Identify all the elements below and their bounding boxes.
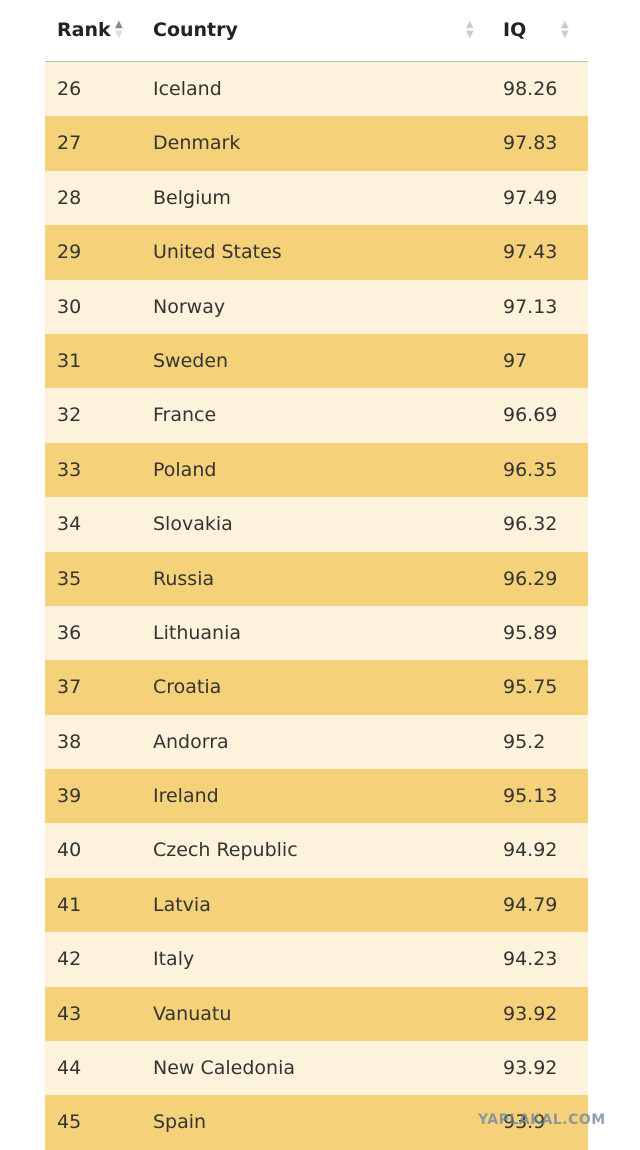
iq-cell: 93.92 [503, 1002, 558, 1025]
table-row: 43 Vanuatu 93.92 [45, 986, 588, 1042]
sort-icon[interactable]: ▲ ▼ [561, 19, 569, 40]
iq-cell: 93.92 [503, 1057, 558, 1080]
country-cell: France [153, 404, 217, 427]
country-cell: Ireland [153, 785, 219, 808]
country-cell: Latvia [153, 893, 211, 916]
country-cell: New Caledonia [153, 1057, 296, 1080]
country-cell: Czech Republic [153, 839, 298, 862]
country-cell: Sweden [153, 349, 229, 372]
rank-cell: 42 [57, 948, 82, 971]
iq-cell: 96.29 [503, 567, 558, 590]
country-cell: United States [153, 241, 282, 264]
table-row: 38 Andorra 95.2 [45, 714, 588, 770]
rank-cell: 44 [57, 1057, 82, 1080]
rank-cell: 26 [57, 78, 82, 100]
iq-cell: 96.69 [503, 404, 558, 427]
iq-cell: 97.43 [503, 241, 558, 264]
iq-cell: 94.79 [503, 893, 558, 916]
country-cell: Croatia [153, 676, 222, 699]
table-row: 28 Belgium 97.49 [45, 170, 588, 226]
country-cell: Norway [153, 295, 226, 318]
country-cell: Iceland [153, 78, 222, 100]
rank-cell: 39 [57, 785, 82, 808]
country-cell: Slovakia [153, 513, 233, 536]
country-cell: Belgium [153, 186, 231, 209]
iq-cell: 97.13 [503, 295, 558, 318]
column-header[interactable]: Country [153, 19, 238, 41]
table-row: 30 Norway 97.13 [45, 279, 588, 334]
country-cell: Russia [153, 567, 215, 590]
table-body: 26 Iceland 98.26 27 Denmark 97.83 28 Belgium 97.… [45, 62, 588, 1150]
table-row: 32 France 96.69 [45, 388, 588, 443]
rank-cell: 36 [57, 621, 82, 644]
rank-cell: 40 [57, 839, 82, 862]
country-cell: Andorra [153, 730, 229, 753]
table-row: 41 Latvia 94.79 [45, 877, 588, 933]
rank-cell: 30 [57, 295, 82, 318]
sort-icon[interactable]: ▲ ▼ [466, 19, 474, 40]
iq-cell: 95.89 [503, 621, 558, 644]
iq-cell: 95.2 [503, 730, 546, 753]
rank-cell: 27 [57, 132, 82, 155]
country-cell: Italy [153, 948, 195, 971]
rank-cell: 29 [57, 241, 82, 264]
iq-cell: 98.26 [503, 78, 558, 100]
iq-cell: 97 [503, 349, 528, 372]
rank-cell: 28 [57, 186, 82, 209]
table-row: 31 Sweden 97 [45, 333, 588, 389]
watermark: YAPLAKAL.COM [478, 1112, 606, 1128]
rank-cell: 31 [57, 349, 82, 372]
country-cell: Vanuatu [153, 1002, 232, 1025]
table-row: 29 United States 97.43 [45, 225, 588, 280]
table-row: 37 Croatia 95.75 [45, 660, 588, 715]
table-row: 39 Ireland 95.13 [45, 769, 588, 824]
table-row: 45 Spain 93.9 [45, 1095, 588, 1150]
iq-cell: 94.23 [503, 948, 558, 971]
rank-cell: 41 [57, 893, 82, 916]
rank-cell: 35 [57, 567, 82, 590]
country-cell: Poland [153, 458, 217, 481]
rank-cell: 43 [57, 1002, 82, 1025]
country-cell: Denmark [153, 132, 241, 155]
iq-cell: 97.49 [503, 186, 558, 209]
table-row: 26 Iceland 98.26 [45, 62, 588, 117]
sort-icon[interactable]: ▲ ▼ [115, 19, 123, 40]
table-row: 42 Italy 94.23 [45, 932, 588, 987]
table-row: 44 New Caledonia 93.92 [45, 1041, 588, 1096]
iq-cell: 95.13 [503, 785, 558, 808]
country-cell: Lithuania [153, 621, 242, 644]
iq-cell: 97.83 [503, 132, 558, 155]
rank-cell: 33 [57, 458, 82, 481]
table-row: 40 Czech Republic 94.92 [45, 823, 588, 878]
iq-cell: 95.75 [503, 676, 558, 699]
iq-cell: 96.35 [503, 458, 558, 481]
country-cell: Spain [153, 1111, 207, 1134]
rank-cell: 32 [57, 404, 82, 427]
iq-cell: 96.32 [503, 513, 558, 536]
rank-cell: 34 [57, 513, 82, 536]
iq-cell: 93.9 [503, 1111, 546, 1134]
table-row: 27 Denmark 97.83 [45, 116, 588, 171]
iq-cell: 94.92 [503, 839, 558, 862]
column-header[interactable]: Rank [57, 19, 111, 41]
table-row: 36 Lithuania 95.89 [45, 605, 588, 661]
rank-cell: 37 [57, 676, 82, 699]
table-header: Rank ▲ ▼ Country ▲ ▼ IQ ▲ ▼ [45, 0, 588, 62]
column-header[interactable]: IQ [503, 19, 527, 41]
table-row: 33 Poland 96.35 [45, 442, 588, 498]
rank-cell: 45 [57, 1111, 82, 1134]
table-row: 34 Slovakia 96.32 [45, 497, 588, 552]
table: Rank ▲ ▼ Country ▲ ▼ IQ ▲ ▼ 26 Iceland 98.26 2… [45, 0, 588, 1150]
table-row: 35 Russia 96.29 [45, 551, 588, 606]
rank-cell: 38 [57, 730, 82, 753]
